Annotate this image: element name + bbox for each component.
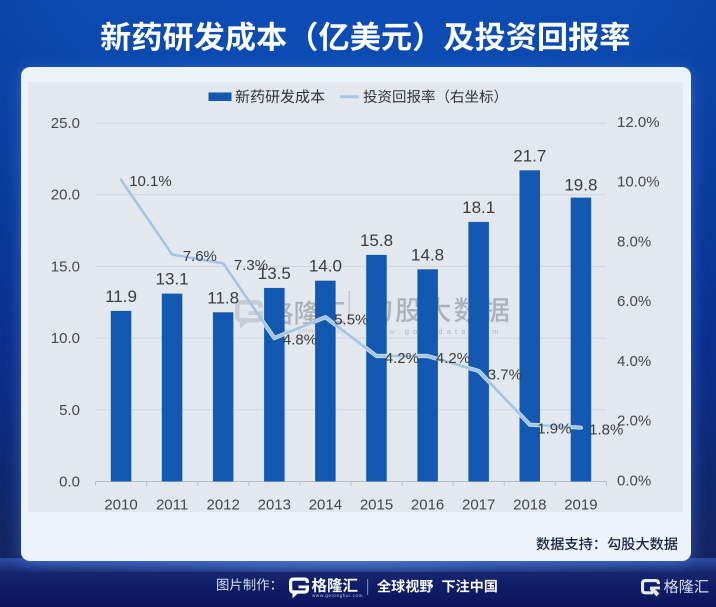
svg-text:www.gelonghui.com: www.gelonghui.com xyxy=(280,329,346,335)
svg-text:5.0: 5.0 xyxy=(59,402,80,419)
svg-text:2019: 2019 xyxy=(564,497,597,514)
svg-text:19.8: 19.8 xyxy=(564,176,597,195)
svg-text:2014: 2014 xyxy=(309,497,342,514)
svg-text:11.9: 11.9 xyxy=(105,287,137,306)
svg-text:3.7%: 3.7% xyxy=(488,367,522,384)
svg-text:5.5%: 5.5% xyxy=(334,312,368,329)
svg-text:2018: 2018 xyxy=(513,497,546,514)
svg-text:10.0%: 10.0% xyxy=(617,174,660,191)
svg-text:11.8: 11.8 xyxy=(207,288,239,307)
svg-text:www.gelonghui.com: www.gelonghui.com xyxy=(312,593,363,598)
svg-text:2016: 2016 xyxy=(411,497,444,514)
svg-text:13.5: 13.5 xyxy=(258,264,291,283)
svg-text:2017: 2017 xyxy=(462,497,495,514)
svg-text:20.0: 20.0 xyxy=(51,187,80,204)
svg-text:7.3%: 7.3% xyxy=(234,257,268,274)
svg-text:14.0: 14.0 xyxy=(309,257,342,276)
svg-text:4.0%: 4.0% xyxy=(617,353,651,370)
svg-text:18.1: 18.1 xyxy=(462,198,495,217)
svg-text:1.8%: 1.8% xyxy=(589,421,623,438)
svg-text:2.0%: 2.0% xyxy=(617,413,651,430)
svg-text:15.0: 15.0 xyxy=(51,258,80,275)
svg-text:25.0: 25.0 xyxy=(51,115,80,132)
svg-text:2010: 2010 xyxy=(104,497,137,514)
svg-text:2012: 2012 xyxy=(207,497,240,514)
svg-text:13.1: 13.1 xyxy=(156,270,189,289)
svg-text:14.8: 14.8 xyxy=(411,245,444,264)
svg-text:4.2%: 4.2% xyxy=(385,350,419,367)
svg-text:0.0%: 0.0% xyxy=(617,472,651,489)
svg-text:10.0: 10.0 xyxy=(51,330,80,347)
svg-text:10.1%: 10.1% xyxy=(129,173,172,190)
svg-text:21.7: 21.7 xyxy=(513,146,546,165)
svg-text:15.8: 15.8 xyxy=(360,231,393,250)
svg-text:6.0%: 6.0% xyxy=(617,293,651,310)
svg-text:2011: 2011 xyxy=(156,497,188,514)
svg-text:2015: 2015 xyxy=(360,497,393,514)
svg-text:4.8%: 4.8% xyxy=(283,332,317,349)
svg-text:1.9%: 1.9% xyxy=(537,420,571,437)
svg-text:8.0%: 8.0% xyxy=(617,233,651,250)
svg-text:12.0%: 12.0% xyxy=(617,114,660,131)
svg-text:7.6%: 7.6% xyxy=(183,248,217,265)
svg-text:2013: 2013 xyxy=(258,497,291,514)
svg-text:0.0: 0.0 xyxy=(59,474,80,491)
svg-text:4.2%: 4.2% xyxy=(436,350,470,367)
